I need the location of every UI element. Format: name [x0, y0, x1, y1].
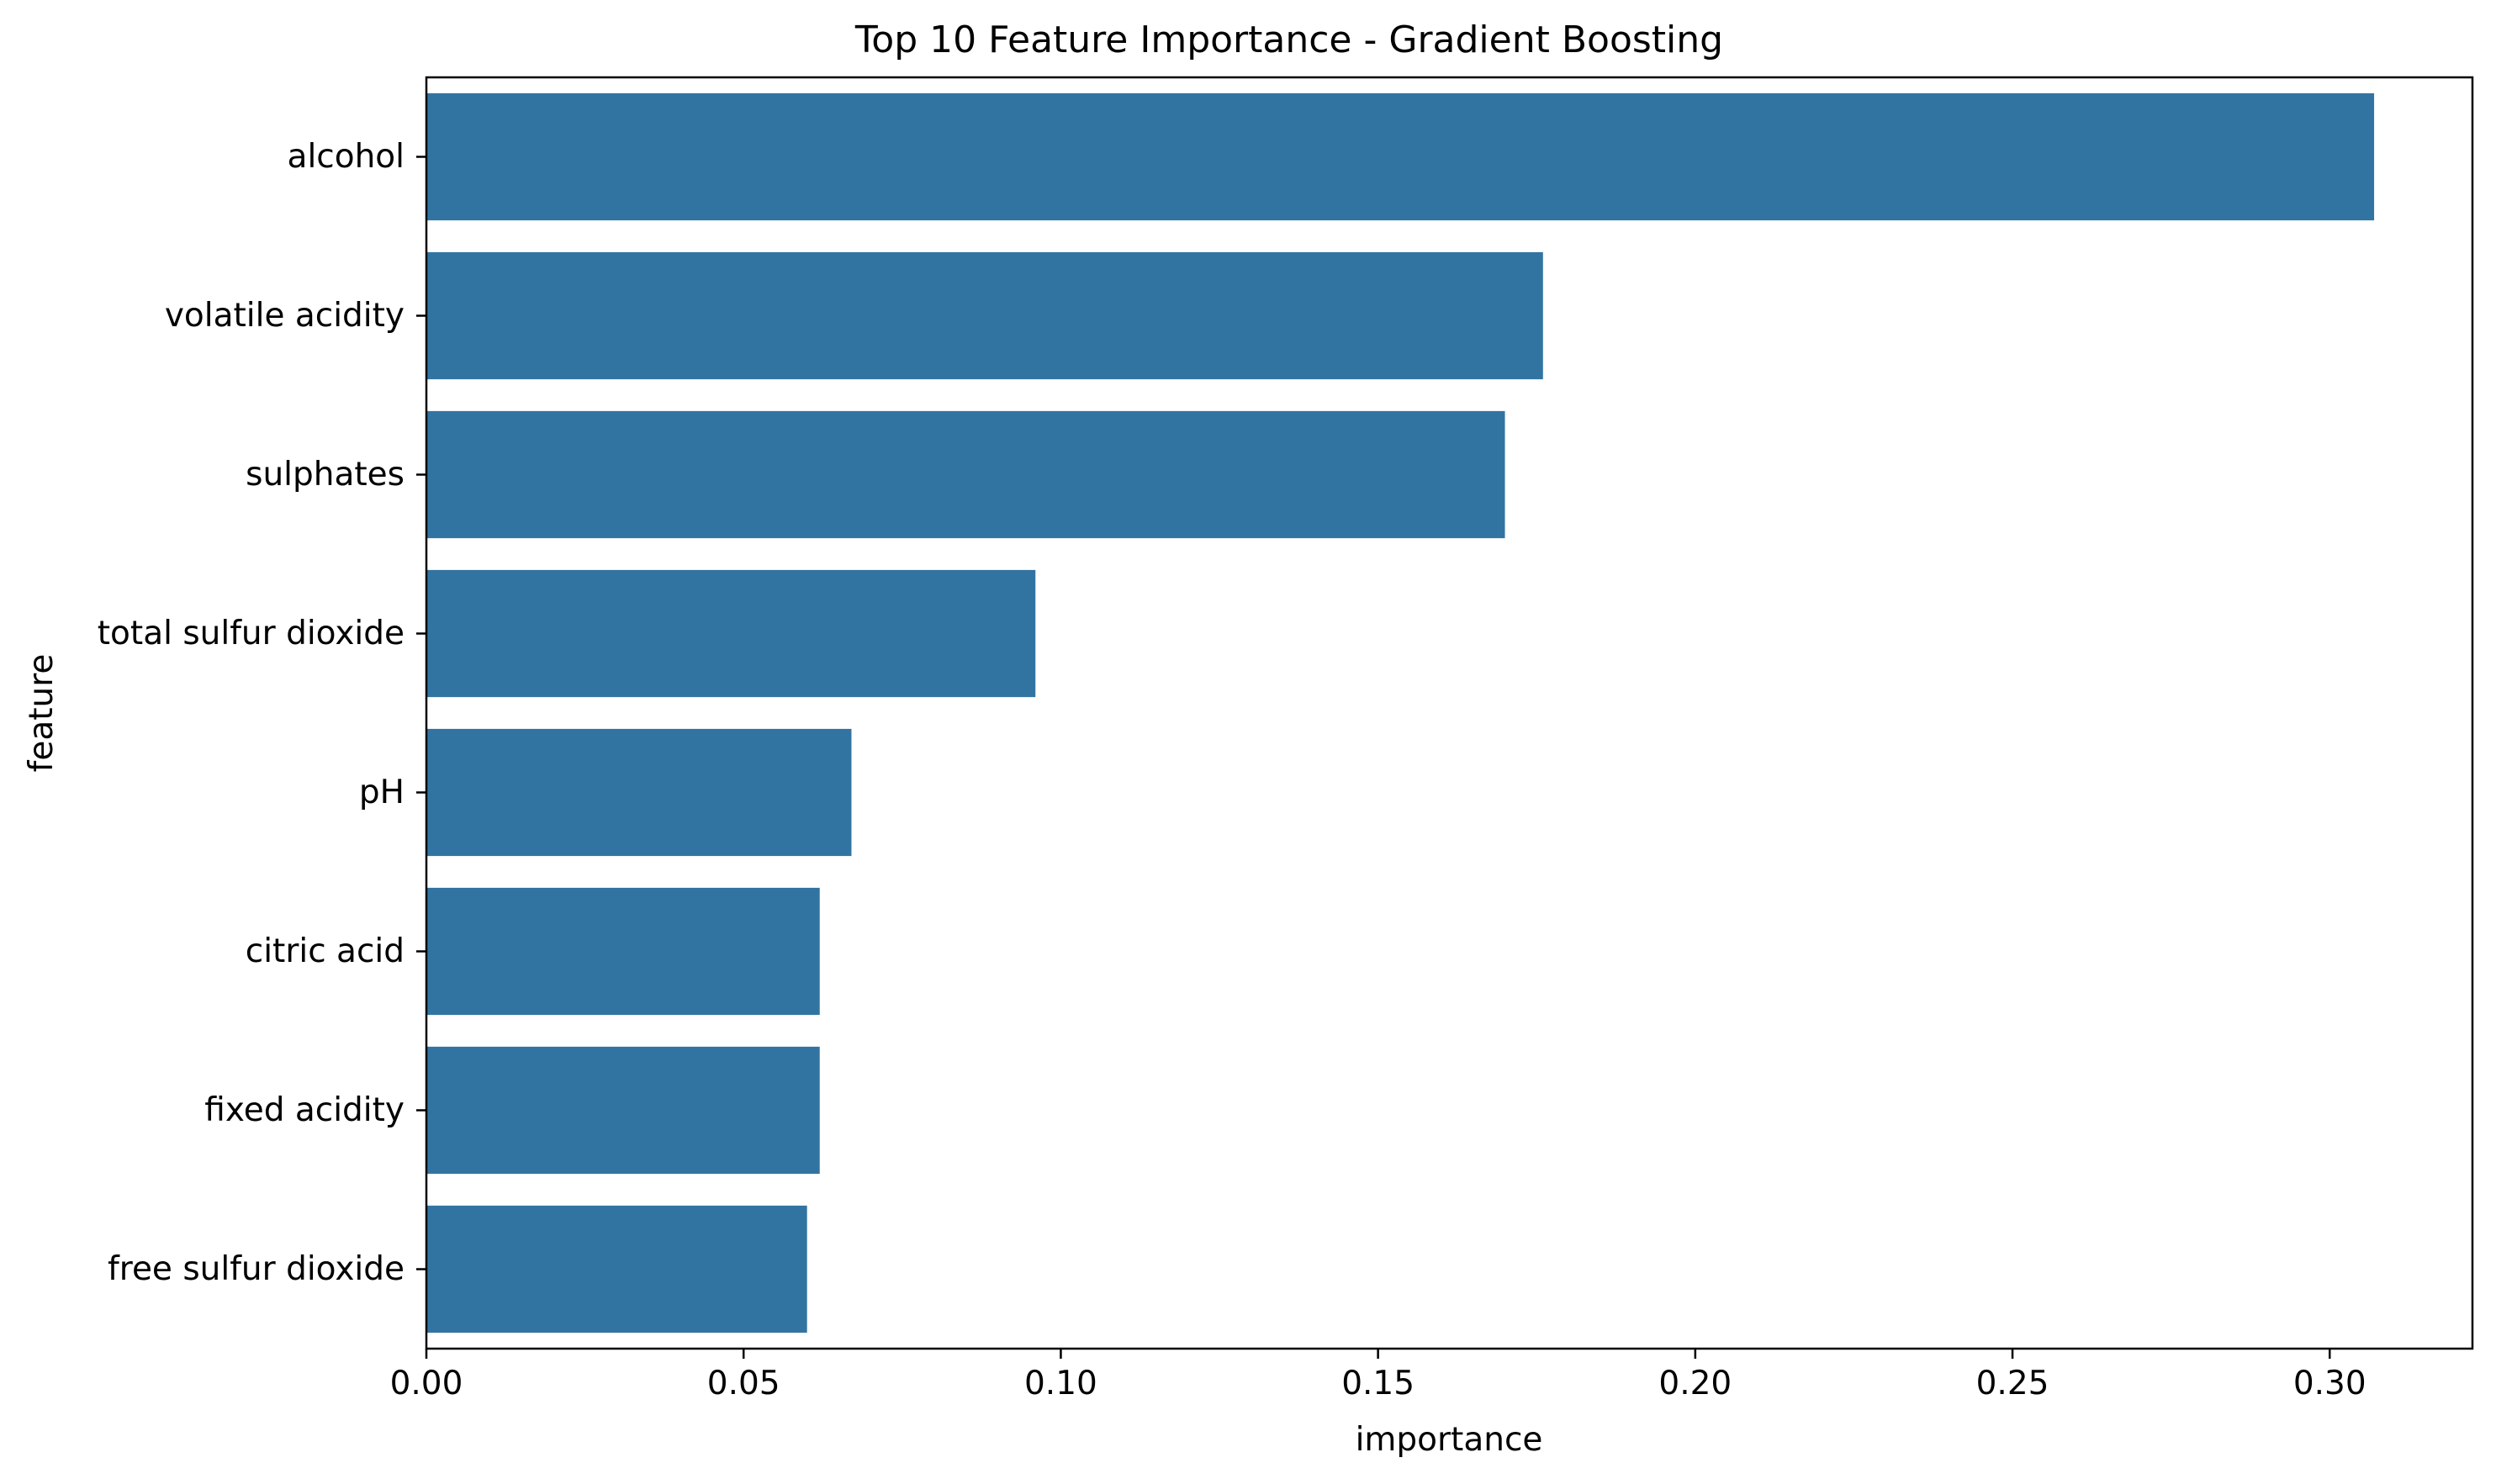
bar: [426, 251, 1543, 380]
x-tick-label: 0.00: [390, 1365, 463, 1402]
y-tick-label: sulphates: [246, 456, 405, 494]
x-axis-label: importance: [1356, 1421, 1543, 1459]
y-tick-label: alcohol: [288, 138, 405, 176]
bars-group: [426, 92, 2375, 1333]
bar: [426, 569, 1036, 698]
y-ticks-group: alcohol volatile acidity sulphates total su…: [98, 138, 426, 1288]
bar: [426, 728, 852, 857]
x-tick-label: 0.10: [1024, 1365, 1097, 1402]
y-tick-label: pH: [359, 774, 405, 811]
y-axis-label: feature: [23, 654, 61, 773]
bar: [426, 1205, 807, 1333]
x-tick-label: 0.25: [1976, 1365, 2049, 1402]
bar: [426, 410, 1505, 539]
y-tick-label: fixed acidity: [204, 1091, 405, 1129]
bar: [426, 92, 2375, 221]
bar: [426, 887, 820, 1016]
plot-frame: [425, 76, 2474, 1350]
x-tick-label: 0.20: [1658, 1365, 1732, 1402]
x-tick-label: 0.15: [1341, 1365, 1415, 1402]
y-tick-label: volatile acidity: [165, 297, 405, 335]
y-tick-label: citric acid: [246, 932, 405, 970]
y-tick-label: free sulfur dioxide: [108, 1250, 405, 1288]
chart-title: Top 10 Feature Importance - Gradient Boo…: [854, 18, 1723, 61]
bar: [426, 1046, 820, 1175]
y-tick-label: total sulfur dioxide: [98, 615, 405, 652]
x-ticks-group: 0.00 0.05 0.10 0.15 0.20 0.25 0.30: [390, 1349, 2366, 1402]
x-tick-label: 0.30: [2293, 1365, 2366, 1402]
x-tick-label: 0.05: [707, 1365, 780, 1402]
